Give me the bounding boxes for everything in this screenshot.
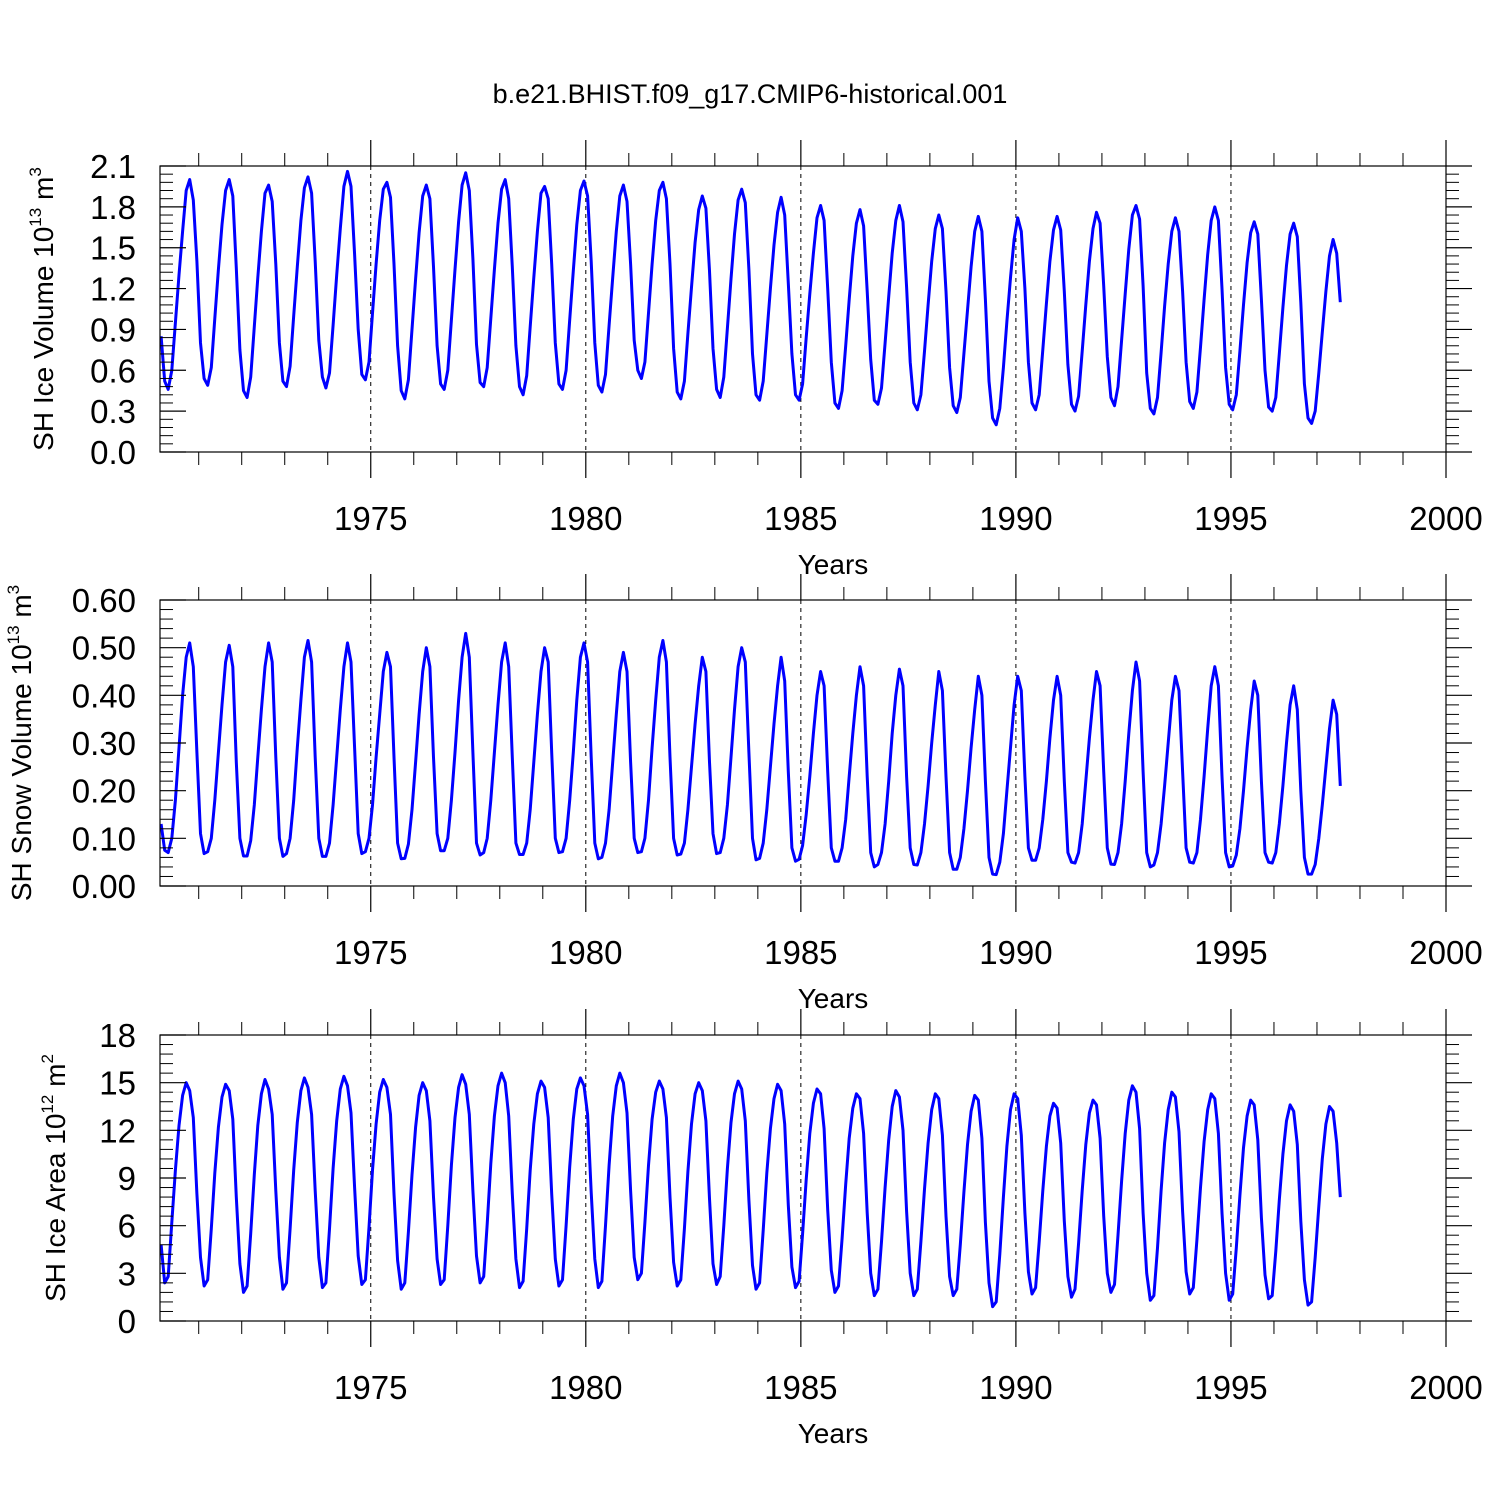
y-tick-label: 0.3 <box>90 393 136 430</box>
y-tick-label: 0.10 <box>72 820 136 857</box>
y-tick-label: 18 <box>99 1017 136 1054</box>
plot-frame <box>159 165 1447 453</box>
x-tick-label: 1985 <box>764 1369 837 1406</box>
x-axis-label: Years <box>798 983 869 1014</box>
series-line <box>159 1071 1342 1309</box>
x-tick-label: 1995 <box>1194 1369 1267 1406</box>
y-tick-label: 1.5 <box>90 230 136 267</box>
y-tick-label: 0.20 <box>72 773 136 810</box>
y-tick-label: 0.00 <box>72 868 136 905</box>
y-axis-label-text: m <box>28 177 59 208</box>
series-line <box>159 169 1342 427</box>
y-tick-label: 3 <box>118 1255 136 1292</box>
y-axis-label: SH Snow Volume 1013 m3 <box>4 585 37 901</box>
x-tick-label: 1990 <box>979 1369 1052 1406</box>
y-tick-label: 2.1 <box>90 148 136 185</box>
y-axis-label-text: SH Snow Volume 10 <box>6 644 37 901</box>
x-tick-label: 1995 <box>1194 500 1267 537</box>
x-tick-label: 1995 <box>1194 934 1267 971</box>
y-tick-label: 12 <box>99 1112 136 1149</box>
x-tick-label: 1985 <box>764 500 837 537</box>
y-tick-label: 0.60 <box>72 582 136 619</box>
y-axis-label-text: m <box>40 1064 71 1095</box>
x-axis-label: Years <box>798 1418 869 1449</box>
y-axis-label: SH Ice Volume 1013 m3 <box>26 167 59 451</box>
y-axis-label: SH Ice Area 1012 m2 <box>38 1054 71 1302</box>
y-axis-label-text: SH Ice Volume 10 <box>28 227 59 451</box>
x-tick-label: 1980 <box>549 500 622 537</box>
y-axis-label-superscript: 12 <box>38 1095 57 1114</box>
x-tick-label: 1990 <box>979 934 1052 971</box>
panel-3: 1975 1980 1985 1990 1995 2000 0 3 6 9 12 15 18 Years S… <box>38 1009 1483 1449</box>
y-axis-label-superscript: 3 <box>4 585 23 594</box>
x-tick-label: 1975 <box>334 1369 407 1406</box>
y-axis-label-superscript: 2 <box>38 1054 57 1063</box>
x-tick-label: 1975 <box>334 500 407 537</box>
y-tick-label: 0.40 <box>72 677 136 714</box>
x-tick-label: 2000 <box>1409 934 1482 971</box>
x-tick-label: 2000 <box>1409 1369 1482 1406</box>
y-tick-label: 0 <box>118 1303 136 1340</box>
y-tick-label: 0.30 <box>72 725 136 762</box>
y-tick-label: 1.8 <box>90 189 136 226</box>
x-tick-label: 2000 <box>1409 500 1482 537</box>
y-axis-label-superscript: 13 <box>26 208 45 227</box>
y-tick-label: 0.0 <box>90 434 136 471</box>
y-tick-label: 1.2 <box>90 271 136 308</box>
x-axis-label: Years <box>798 549 869 580</box>
x-tick-label: 1985 <box>764 934 837 971</box>
series-line <box>159 631 1342 877</box>
y-tick-label: 6 <box>118 1208 136 1245</box>
y-tick-label: 0.50 <box>72 630 136 667</box>
chart-title: b.e21.BHIST.f09_g17.CMIP6-historical.001 <box>493 79 1008 109</box>
x-tick-label: 1980 <box>549 1369 622 1406</box>
y-axis-label-superscript: 3 <box>26 167 45 176</box>
y-axis-label-text: SH Ice Area 10 <box>40 1114 71 1302</box>
y-axis-label-text: m <box>6 594 37 625</box>
y-axis-label-superscript: 13 <box>4 625 23 644</box>
x-tick-label: 1990 <box>979 500 1052 537</box>
y-tick-label: 0.9 <box>90 311 136 348</box>
x-tick-label: 1975 <box>334 934 407 971</box>
y-tick-label: 9 <box>118 1160 136 1197</box>
x-tick-label: 1980 <box>549 934 622 971</box>
y-tick-label: 15 <box>99 1065 136 1102</box>
panel-2: 1975 1980 1985 1990 1995 2000 0.00 0.10 0.20 0.30… <box>4 574 1483 1014</box>
panel-1: 1975 1980 1985 1990 1995 2000 0.0 0.3 0.6 0.91.2 1… <box>26 140 1483 580</box>
y-tick-label: 0.6 <box>90 352 136 389</box>
panels: 1975 1980 1985 1990 1995 2000 0.0 0.3 0.6 0.91.2 1… <box>4 140 1483 1449</box>
